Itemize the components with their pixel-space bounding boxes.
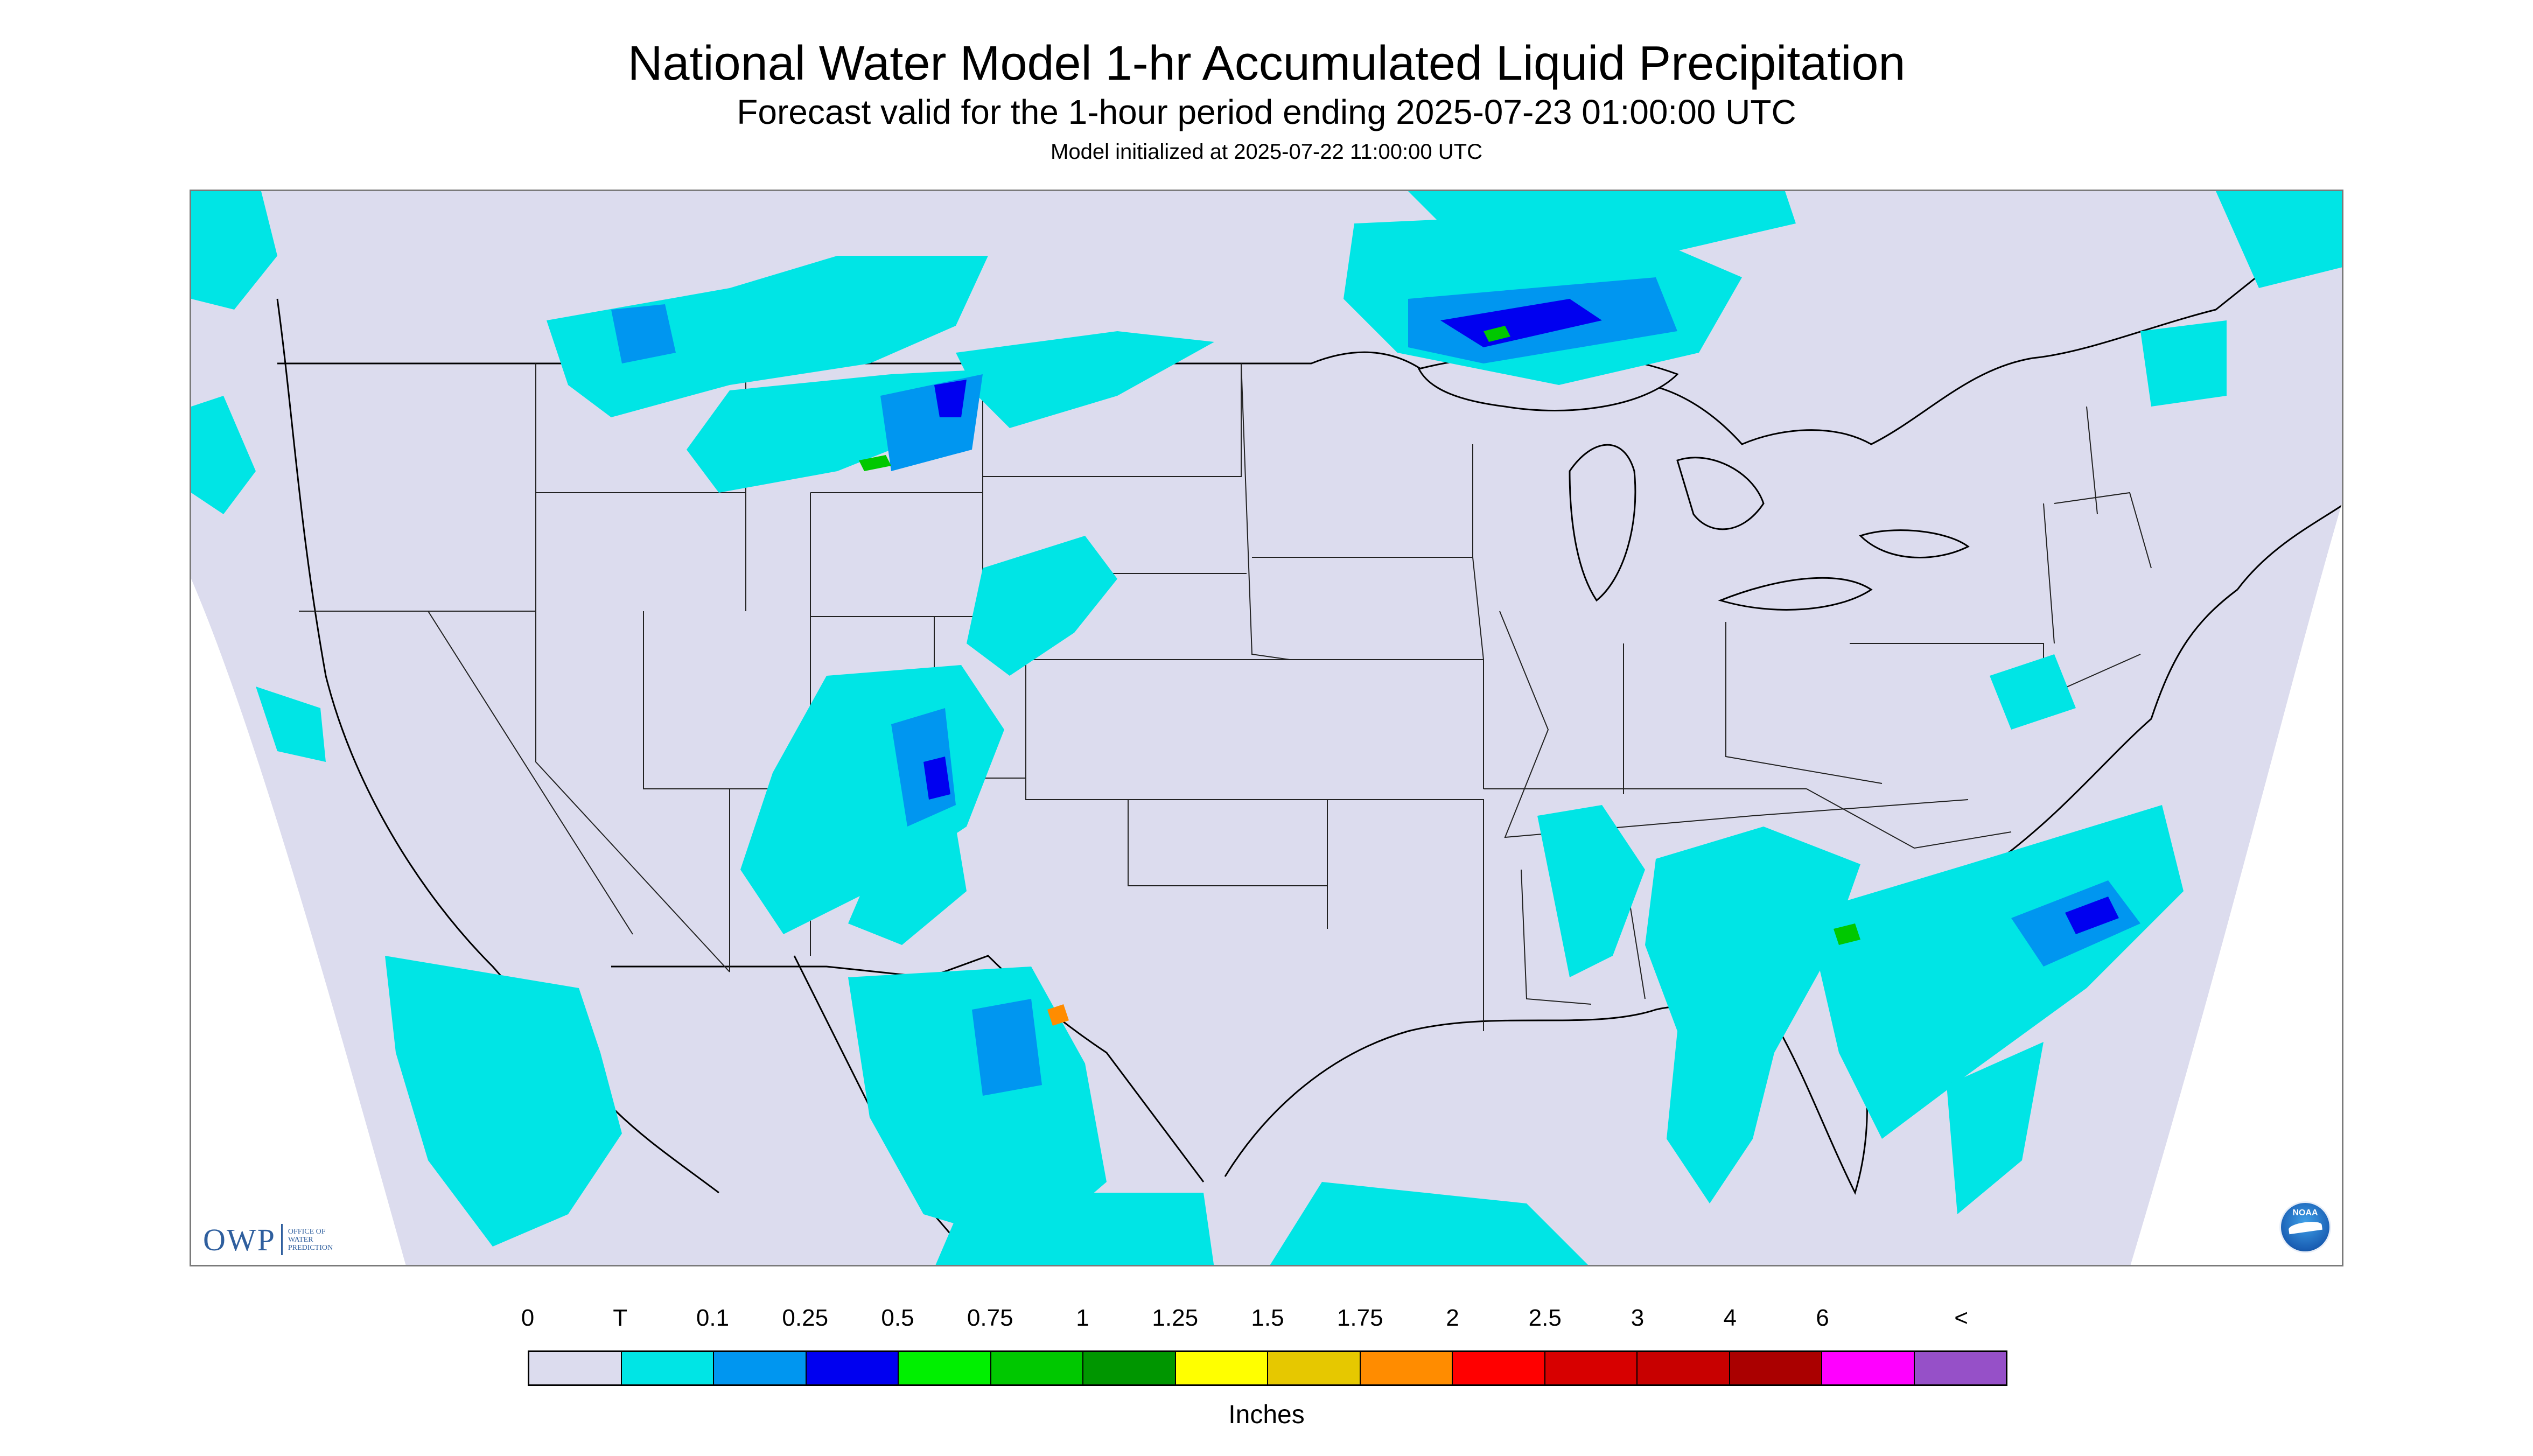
owp-logo-subtext: OFFICE OF WATER PREDICTION: [288, 1228, 333, 1252]
legend-swatch: [1175, 1352, 1268, 1384]
legend-swatch: [1083, 1352, 1176, 1384]
outside-domain-left: [191, 579, 406, 1265]
legend-swatch: [1360, 1352, 1453, 1384]
legend-label: 3: [1631, 1305, 1645, 1331]
precipitation-map: [191, 191, 2342, 1265]
coastlines: [276, 298, 2342, 1247]
legend-label: 1.75: [1337, 1305, 1383, 1331]
noaa-logo-text: NOAA: [2292, 1208, 2318, 1217]
legend-label: 0.1: [696, 1305, 730, 1331]
legend-label: 6: [1816, 1305, 1829, 1331]
legend-label: 0: [521, 1305, 535, 1331]
legend-label: 1.25: [1152, 1305, 1199, 1331]
legend-label: 4: [1723, 1305, 1737, 1331]
noaa-bird-icon: [2288, 1220, 2322, 1235]
owp-logo-divider: [281, 1224, 283, 1255]
legend-label: 1.5: [1251, 1305, 1284, 1331]
legend-label: <: [1954, 1305, 1968, 1331]
legend-label: 0.75: [967, 1305, 1013, 1331]
outside-domain-right: [2130, 503, 2342, 1265]
legend-label: T: [613, 1305, 628, 1331]
legend-colorbar: [528, 1350, 2007, 1386]
legend-swatch: [1638, 1352, 1730, 1384]
legend-swatch: [1730, 1352, 1822, 1384]
legend-swatch: [1822, 1352, 1915, 1384]
legend-label: 1: [1076, 1305, 1089, 1331]
map-title: National Water Model 1-hr Accumulated Li…: [627, 37, 1906, 90]
legend-labels: 0 T 0.1 0.25 0.5 0.75 1 1.25 1.5 1.75 2 2.5 3 4 6 <: [521, 1303, 2007, 1335]
precip-orange: [1047, 1004, 1069, 1026]
legend-swatch: [621, 1352, 714, 1384]
owp-logo-letters: OWP: [203, 1222, 276, 1257]
legend-swatch: [529, 1352, 622, 1384]
model-init-time: Model initialized at 2025-07-22 11:00:00…: [1051, 140, 1482, 164]
legend-units: Inches: [1228, 1401, 1305, 1429]
map-subtitle: Forecast valid for the 1-hour period end…: [737, 93, 1796, 131]
legend-swatch: [806, 1352, 899, 1384]
owp-logo: OWP OFFICE OF WATER PREDICTION: [203, 1220, 333, 1259]
legend-swatch: [1914, 1352, 2006, 1384]
owp-logo-line2: WATER: [288, 1235, 313, 1244]
legend-swatch: [1268, 1352, 1361, 1384]
legend-label: 2.5: [1528, 1305, 1562, 1331]
precip-dark-blue: [923, 299, 2119, 934]
owp-logo-line1: OFFICE OF: [288, 1227, 326, 1236]
legend-swatch: [991, 1352, 1083, 1384]
legend-label: 0.25: [782, 1305, 829, 1331]
legend-swatch: [899, 1352, 991, 1384]
legend-label: 0.5: [881, 1305, 914, 1331]
legend-swatch: [1545, 1352, 1638, 1384]
owp-logo-line3: PREDICTION: [288, 1243, 333, 1252]
map-frame: OWP OFFICE OF WATER PREDICTION NOAA: [190, 190, 2343, 1266]
legend-swatch: [1453, 1352, 1545, 1384]
noaa-logo: NOAA: [2279, 1201, 2331, 1253]
legend-label: 2: [1446, 1305, 1459, 1331]
legend-swatch: [714, 1352, 807, 1384]
precip-green: [859, 326, 1860, 945]
